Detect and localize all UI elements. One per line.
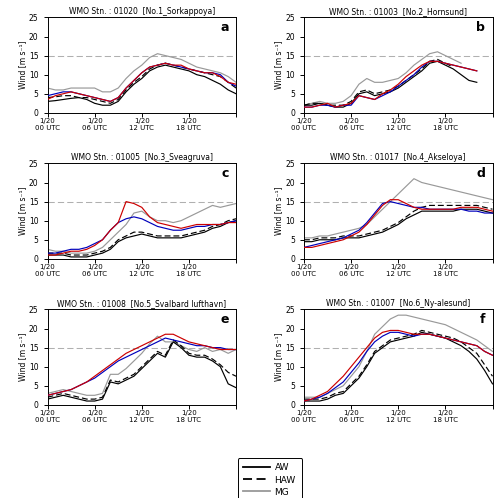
Title: WMO Stn. : 01005  [No.3_Sveagruva]: WMO Stn. : 01005 [No.3_Sveagruva] (71, 153, 213, 162)
Text: a: a (220, 21, 228, 34)
Y-axis label: Wind [m s⁻¹]: Wind [m s⁻¹] (274, 187, 283, 236)
Legend: AW, HAW, MG, Exp1, Exp2: AW, HAW, MG, Exp1, Exp2 (238, 458, 302, 498)
Text: d: d (476, 167, 485, 180)
Title: WMO Stn. : 01020  [No.1_Sorkappoya]: WMO Stn. : 01020 [No.1_Sorkappoya] (68, 7, 215, 16)
Title: WMO Stn. : 01017  [No.4_Akseloya]: WMO Stn. : 01017 [No.4_Akseloya] (330, 153, 466, 162)
Text: c: c (221, 167, 228, 180)
Title: WMO Stn. : 01007  [No.6_Ny-alesund]: WMO Stn. : 01007 [No.6_Ny-alesund] (326, 299, 470, 308)
Y-axis label: Wind [m s⁻¹]: Wind [m s⁻¹] (274, 333, 283, 381)
Title: WMO Stn. : 01003  [No.2_Hornsund]: WMO Stn. : 01003 [No.2_Hornsund] (329, 7, 467, 16)
Y-axis label: Wind [m s⁻¹]: Wind [m s⁻¹] (274, 41, 283, 89)
Text: f: f (480, 313, 485, 326)
Text: b: b (476, 21, 485, 34)
Title: WMO Stn. : 01008  [No.5_Svalbard lufthavn]: WMO Stn. : 01008 [No.5_Svalbard lufthavn… (57, 299, 226, 308)
Y-axis label: Wind [m s⁻¹]: Wind [m s⁻¹] (18, 333, 27, 381)
Y-axis label: Wind [m s⁻¹]: Wind [m s⁻¹] (18, 41, 27, 89)
Y-axis label: Wind [m s⁻¹]: Wind [m s⁻¹] (18, 187, 27, 236)
Text: e: e (220, 313, 228, 326)
